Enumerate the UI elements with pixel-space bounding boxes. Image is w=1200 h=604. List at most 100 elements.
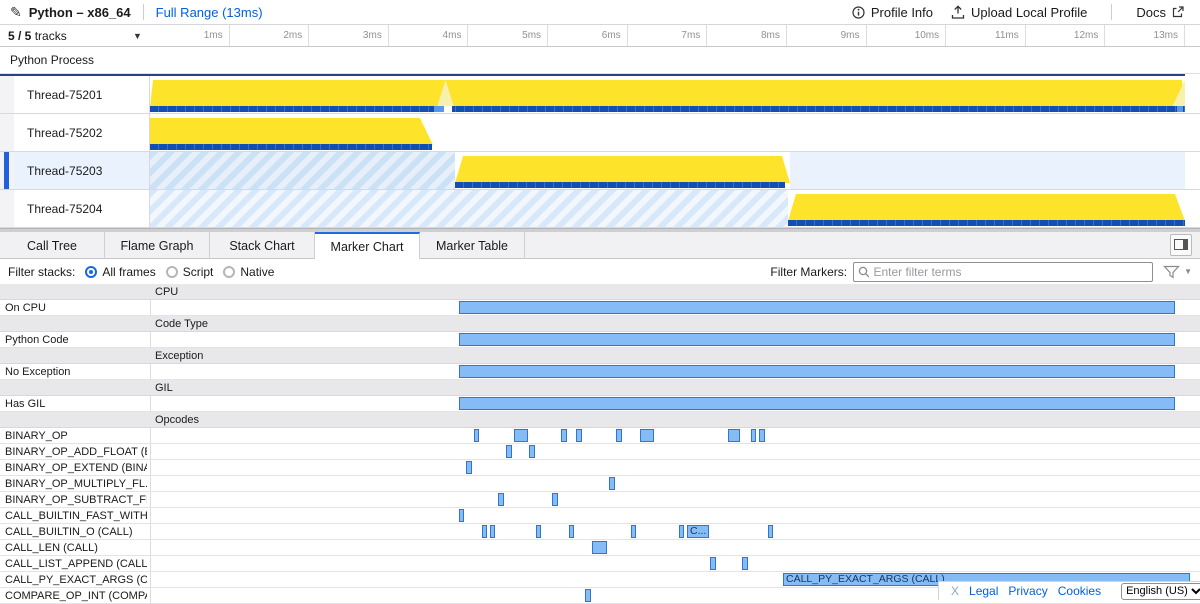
filter-dropdown-caret[interactable]: ▼: [1184, 267, 1192, 276]
marker-category-header: GIL: [0, 380, 1200, 396]
tracks-dropdown[interactable]: 5 / 5 tracks ▼: [8, 29, 142, 43]
thread-track-graph[interactable]: [150, 190, 1185, 227]
label-column-separator: [150, 332, 151, 347]
marker-instance[interactable]: [459, 333, 1175, 346]
radio-label[interactable]: Script: [182, 264, 214, 279]
marker-instance[interactable]: [768, 525, 773, 538]
marker-row: Python Code: [0, 332, 1200, 348]
ruler-tick: 11ms: [946, 25, 1026, 46]
marker-instance[interactable]: [490, 525, 495, 538]
marker-search-box[interactable]: [853, 261, 1154, 282]
panel-splitter[interactable]: [0, 228, 1200, 232]
marker-instance[interactable]: [679, 525, 684, 538]
ruler-tick: 13ms: [1105, 25, 1185, 46]
full-range-button[interactable]: Full Range (13ms): [155, 4, 263, 20]
marker-instance[interactable]: [459, 397, 1175, 410]
filter-funnel-icon[interactable]: [1163, 265, 1180, 279]
marker-instance[interactable]: [506, 445, 512, 458]
marker-instance[interactable]: C...: [687, 525, 709, 538]
timeline-header: 5 / 5 tracks ▼ 1ms 2ms 3ms 4ms 5ms 6ms 7ms 8ms 9…: [0, 25, 1200, 47]
edit-profile-name-icon[interactable]: ✎: [10, 3, 22, 20]
thread-track-graph[interactable]: [150, 152, 1185, 189]
marker-instance[interactable]: [576, 429, 582, 442]
marker-instance[interactable]: [609, 477, 615, 490]
marker-row-label: BINARY_OP: [5, 430, 68, 442]
tab-flame-graph[interactable]: Flame Graph: [105, 232, 210, 259]
ruler-tick: 4ms: [389, 25, 469, 46]
label-column-separator: [150, 428, 151, 443]
marker-instance[interactable]: [592, 541, 607, 554]
thread-track-graph[interactable]: [150, 114, 1185, 151]
label-column-separator: [150, 508, 151, 523]
footer-link-legal[interactable]: Legal: [969, 584, 999, 598]
upload-local-profile-button[interactable]: Upload Local Profile: [945, 3, 1093, 22]
marker-instance[interactable]: [569, 525, 574, 538]
marker-category-header: CPU: [0, 284, 1200, 300]
thread-track-row[interactable]: Thread-75201: [0, 76, 1200, 114]
process-track-header[interactable]: Python Process: [0, 47, 1200, 74]
thread-name: Thread-75201: [27, 87, 103, 102]
radio-native[interactable]: [223, 265, 236, 278]
tab-call-tree[interactable]: Call Tree: [0, 232, 105, 259]
marker-instance[interactable]: [459, 365, 1175, 378]
samples-bar: [788, 220, 1185, 226]
marker-row-label: CPU: [155, 286, 179, 298]
marker-instance[interactable]: [585, 589, 591, 602]
divider: [1111, 4, 1113, 20]
marker-instance[interactable]: [742, 557, 748, 570]
label-column-separator: [150, 476, 151, 491]
marker-instance[interactable]: [710, 557, 716, 570]
docs-link[interactable]: Docs: [1130, 3, 1190, 22]
thread-track-label: Thread-75204: [14, 190, 150, 227]
ruler-tick: 3ms: [309, 25, 389, 46]
thread-track-graph[interactable]: [150, 76, 1185, 113]
marker-row-label: CALL_PY_EXACT_ARGS (C...: [5, 574, 147, 586]
marker-instance[interactable]: [459, 301, 1175, 314]
marker-instance[interactable]: [759, 429, 765, 442]
panel-toggle-button[interactable]: [1170, 234, 1192, 256]
sidebar-icon: [1174, 239, 1188, 250]
marker-row-label: Python Code: [5, 334, 69, 346]
marker-instance[interactable]: [498, 493, 504, 506]
label-column-separator: [150, 396, 151, 411]
marker-instance[interactable]: [631, 525, 636, 538]
footer-close-button[interactable]: X: [951, 584, 960, 598]
marker-instance[interactable]: [474, 429, 479, 442]
thread-track-row[interactable]: Thread-75202: [0, 114, 1200, 152]
radio-label[interactable]: All frames: [102, 264, 156, 279]
marker-instance[interactable]: [459, 509, 464, 522]
label-column-separator: [150, 588, 151, 603]
samples-bar: [150, 144, 432, 150]
marker-row-label: COMPARE_OP_INT (COMPA...: [5, 590, 147, 602]
marker-instance[interactable]: [751, 429, 756, 442]
footer-link-cookies[interactable]: Cookies: [1057, 584, 1102, 598]
radio-label[interactable]: Native: [240, 264, 275, 279]
marker-instance[interactable]: [552, 493, 558, 506]
marker-instance[interactable]: [561, 429, 567, 442]
marker-instance[interactable]: [514, 429, 528, 442]
marker-instance[interactable]: [728, 429, 740, 442]
marker-instance[interactable]: [640, 429, 654, 442]
marker-row-label: No Exception: [5, 366, 71, 378]
label-column-separator: [150, 364, 151, 379]
marker-row-label: Has GIL: [5, 398, 46, 410]
thread-track-row[interactable]: Thread-75204: [0, 190, 1200, 228]
thread-track-row[interactable]: Thread-75203: [0, 152, 1200, 190]
ruler-tick: 12ms: [1026, 25, 1106, 46]
language-select[interactable]: English (US): [1121, 582, 1200, 600]
panel-tab-bar: Call Tree Flame Graph Stack Chart Marker Ch…: [0, 232, 1200, 260]
tab-stack-chart[interactable]: Stack Chart: [210, 232, 315, 259]
marker-instance[interactable]: [536, 525, 541, 538]
profile-info-button[interactable]: Profile Info: [846, 3, 939, 22]
marker-filter-input[interactable]: [873, 264, 1149, 279]
marker-instance[interactable]: [616, 429, 622, 442]
tab-marker-chart[interactable]: Marker Chart: [315, 232, 420, 260]
marker-instance[interactable]: [466, 461, 472, 474]
marker-instance[interactable]: [482, 525, 487, 538]
tab-marker-table[interactable]: Marker Table: [420, 232, 525, 259]
footer-link-privacy[interactable]: Privacy: [1008, 584, 1048, 598]
marker-row: On CPU: [0, 300, 1200, 316]
radio-all-frames[interactable]: [85, 265, 98, 278]
marker-instance[interactable]: [529, 445, 535, 458]
radio-script[interactable]: [165, 265, 178, 278]
